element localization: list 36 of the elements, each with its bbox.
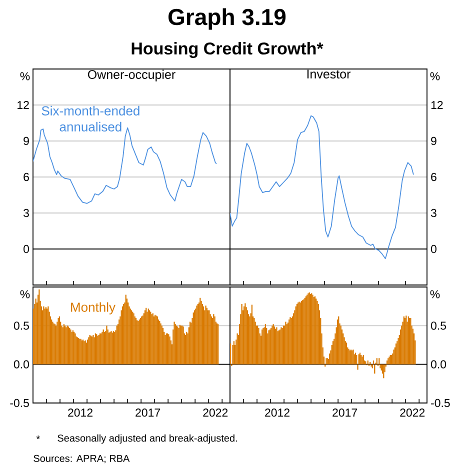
y-tick-label: 6 xyxy=(431,172,436,182)
y-tick-label: 0 xyxy=(24,244,30,254)
y-tick-label: -0.5 xyxy=(431,398,450,408)
y-tick-label: 3 xyxy=(430,208,436,218)
y-tick-label: 6 xyxy=(24,172,29,182)
x-tick-label: 2022 xyxy=(203,408,228,417)
x-tick-label: 2022 xyxy=(400,408,425,417)
y-axis-title: % xyxy=(20,290,30,298)
chart-title: Investor xyxy=(307,70,351,79)
y-tick-label: 12 xyxy=(431,100,443,110)
annotation: Monthly xyxy=(71,302,116,314)
y-tick-label: 9 xyxy=(24,136,29,146)
y-tick-label: 0.0 xyxy=(14,360,30,368)
y-tick-label: 9 xyxy=(431,136,436,146)
y-axis-title: % xyxy=(430,72,440,80)
x-tick-label: 2012 xyxy=(265,408,290,417)
y-axis-title: % xyxy=(430,290,440,298)
y-tick-label: -0.5 xyxy=(10,398,29,408)
line-series xyxy=(230,115,414,260)
y-tick-label: 12 xyxy=(18,100,29,110)
y-tick-label: 0 xyxy=(430,244,436,254)
annotation: Six-month-ended annualised xyxy=(42,106,140,132)
chart-title: Owner-occupier xyxy=(88,70,176,82)
x-tick-label: 2017 xyxy=(136,408,160,417)
y-tick-label: 0.5 xyxy=(14,322,29,330)
x-tick-label: 2017 xyxy=(332,408,358,417)
y-tick-label: 0.5 xyxy=(430,322,446,330)
source-note: Sources: APRA; RBA xyxy=(34,454,130,464)
y-tick-label: 3 xyxy=(24,208,29,218)
text: Housing Credit Growth* xyxy=(132,42,324,58)
y-tick-label: 0.0 xyxy=(430,360,446,368)
text: Seasonally adjusted and break-adjusted. xyxy=(58,434,237,444)
text: * xyxy=(36,436,40,440)
y-axis-title: % xyxy=(20,72,30,80)
x-tick-label: 2012 xyxy=(68,408,92,417)
text: Graph 3.19 xyxy=(168,8,286,30)
